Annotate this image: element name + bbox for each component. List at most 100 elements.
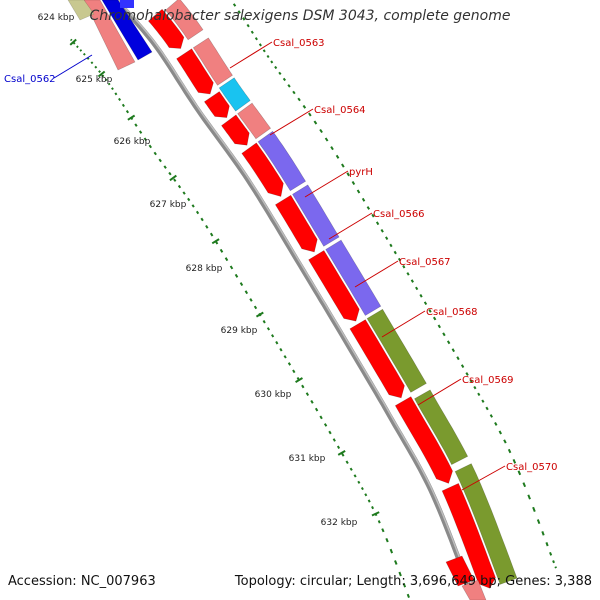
cds-block-0562-top[interactable]	[120, 0, 134, 8]
cds-arrow-0564-inner[interactable]	[176, 48, 214, 95]
gene-label[interactable]: Csal_0567	[399, 257, 451, 268]
cog-block-pyrH[interactable]	[218, 77, 251, 112]
cds-arrow-0568-inner[interactable]	[274, 194, 318, 253]
cog-block-0563[interactable]	[165, 0, 204, 41]
inner-scale-dot	[283, 355, 287, 359]
cds-arrow-0571-inner[interactable]	[394, 396, 453, 484]
outer-scale-dot	[278, 71, 282, 76]
gene-label[interactable]: Csal_0564	[314, 105, 366, 116]
major-tick	[97, 70, 106, 78]
outer-scale-dot	[465, 372, 469, 376]
inner-scale-dot	[134, 123, 138, 127]
kbp-label: 625 kbp	[76, 75, 113, 85]
cds-arrow-0563-inner[interactable]	[147, 8, 185, 49]
cog-block-0570[interactable]	[366, 308, 427, 393]
gene-leader-line	[381, 310, 426, 338]
outer-scale-dot	[446, 340, 451, 345]
outer-scale-dot	[346, 172, 350, 177]
outer-scale-dot	[232, 3, 237, 7]
inner-scale-dot	[336, 445, 341, 449]
inner-scale-dot	[266, 327, 271, 331]
inner-scale-dot	[104, 78, 108, 82]
inner-scale-dot	[349, 467, 353, 471]
inner-scale-dot	[125, 110, 130, 114]
gene-label[interactable]: Csal_0568	[426, 307, 478, 318]
outer-scale-dot	[356, 189, 361, 194]
gene-label[interactable]: Csal_0569	[462, 375, 514, 386]
kbp-label: 628 kbp	[186, 264, 223, 274]
cog-block-0566[interactable]	[237, 102, 272, 140]
outer-scale-dot	[541, 531, 545, 536]
outer-scale-dot	[262, 49, 266, 53]
cds-arrow-0572-inner[interactable]	[441, 483, 496, 589]
outer-scale-dot	[324, 137, 329, 142]
gene-leader-line	[53, 54, 93, 79]
cds-arrow-pyrH-inner[interactable]	[203, 91, 230, 118]
cds-block-0561-olive[interactable]	[67, 0, 95, 21]
outer-scale-dot	[437, 324, 441, 329]
outer-scale-dot	[313, 120, 318, 125]
outer-scale-dot	[432, 316, 437, 321]
inner-scale-dot	[328, 430, 332, 435]
inner-scale-dot	[94, 65, 98, 69]
major-tick	[371, 511, 380, 517]
inner-scale-dot	[253, 305, 258, 310]
gene-label[interactable]: Csal_0566	[373, 209, 425, 220]
gene-label[interactable]: Csal_0562	[4, 74, 56, 85]
inner-scale-dot	[402, 582, 407, 588]
outer-scale-dot	[287, 84, 291, 88]
inner-scale-dot	[158, 158, 162, 163]
outer-scale-dot	[308, 112, 312, 117]
genome-summary-text: Topology: circular; Length: 3,696,649 bp…	[234, 574, 592, 589]
outer-scale-dot	[423, 301, 428, 306]
outer-scale-dot	[266, 54, 270, 59]
inner-scale-dot	[177, 184, 182, 189]
inner-scale-dot	[76, 45, 79, 49]
outer-scale-dot	[242, 17, 246, 21]
outer-scale-dot	[250, 30, 254, 34]
cog-block-0571[interactable]	[414, 389, 469, 466]
outer-scale-dot	[302, 104, 307, 109]
outer-scale-dot	[507, 448, 512, 454]
outer-scale-dot	[481, 399, 485, 403]
inner-scale-dot	[138, 130, 143, 134]
gene-label[interactable]: pyrH	[349, 167, 373, 178]
gene-label[interactable]: Csal_0563	[273, 38, 325, 49]
outer-scale-dot	[335, 154, 340, 159]
outer-scale-dot	[536, 519, 541, 525]
cds-block-0562-pink[interactable]	[83, 0, 136, 71]
genome-backbone	[114, 0, 477, 600]
kbp-label: 627 kbp	[150, 200, 187, 210]
outer-scale-dot	[545, 542, 549, 547]
outer-scale-dot	[246, 23, 250, 28]
outer-scale-dot	[554, 566, 557, 569]
inner-scale-dot	[367, 499, 371, 503]
cds-arrow-0566-inner[interactable]	[221, 114, 250, 146]
major-tick	[169, 174, 177, 182]
cog-block-0568[interactable]	[292, 184, 340, 247]
gene-leader-line	[269, 108, 314, 136]
inner-scale-dot	[398, 571, 402, 577]
outer-scale-dot	[366, 206, 371, 210]
outer-scale-dot	[282, 77, 286, 82]
outer-scale-dot	[254, 37, 258, 41]
outer-scale-dot	[385, 236, 389, 240]
cds-arrow-0567-inner[interactable]	[241, 142, 284, 197]
inner-scale-dot	[345, 460, 349, 465]
cog-block-0569[interactable]	[325, 239, 382, 316]
cds-arrow-0570-inner[interactable]	[349, 319, 405, 399]
gene-label[interactable]: Csal_0570	[506, 462, 558, 473]
inner-scale-dot	[72, 42, 76, 45]
cog-block-0572[interactable]	[454, 463, 518, 585]
cds-block-bottom-red[interactable]	[445, 555, 475, 587]
outer-scale-dot	[494, 422, 498, 426]
cds-arrow-0569-inner[interactable]	[308, 250, 360, 322]
cds-block-bottom-pink[interactable]	[461, 579, 487, 600]
inner-scale-dot	[262, 320, 266, 324]
cog-block-0564[interactable]	[192, 37, 233, 86]
inner-scale-dot	[195, 210, 200, 215]
cog-block-0567[interactable]	[257, 130, 307, 192]
cds-block-0562-blue[interactable]	[101, 0, 153, 61]
inner-scale-dot	[279, 347, 283, 352]
